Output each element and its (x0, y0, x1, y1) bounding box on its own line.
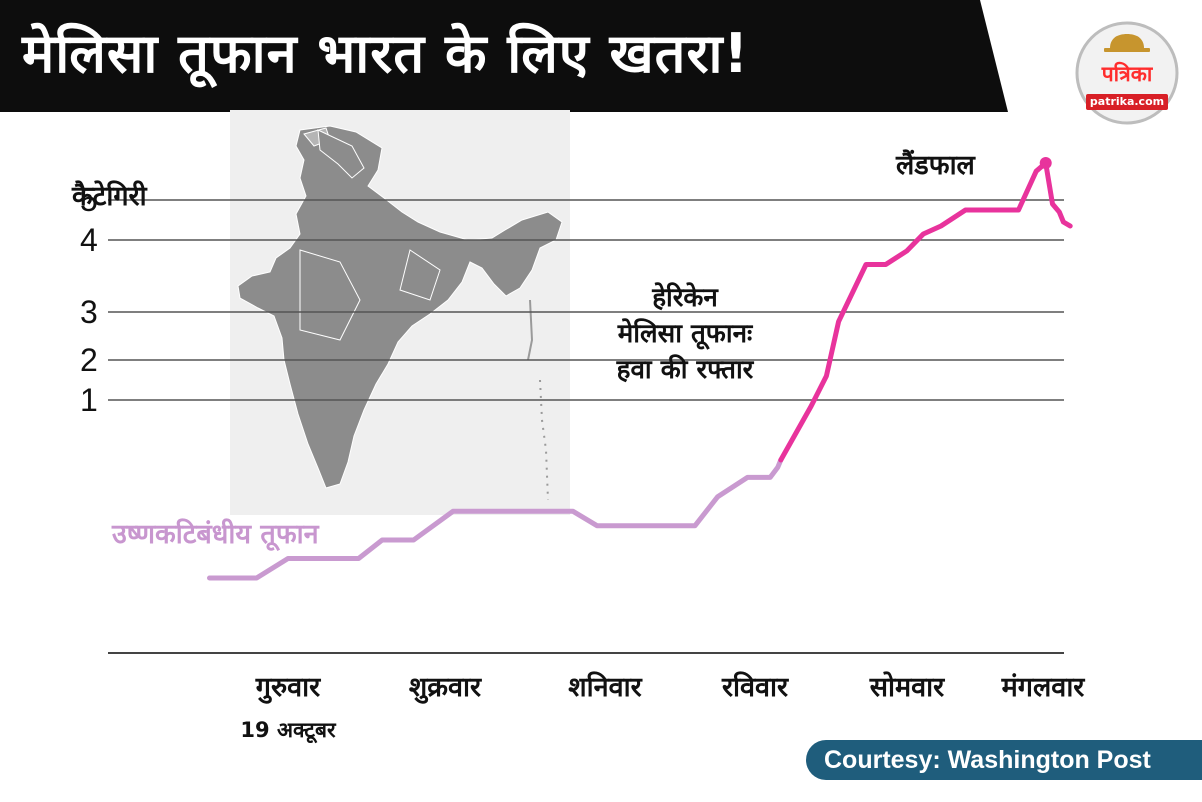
chart-title: हेरिकेन मेलिसा तूफानः हवा की रफ्तार (560, 280, 810, 388)
y-ticks: 1 2 3 4 5 (80, 182, 98, 418)
title-banner (0, 0, 1008, 112)
x-tick-label: शनिवार (568, 672, 642, 703)
y-tick-label: 4 (80, 222, 98, 258)
landfall-annotation: लैंडफाल (896, 150, 975, 181)
tropical-storm-annotation: उष्णकटिबंधीय तूफान (112, 519, 319, 550)
chart-title-line: मेलिसा तूफानः (617, 319, 753, 349)
x-tick-label: सोमवार (869, 672, 945, 703)
lion-emblem-icon (1104, 34, 1150, 52)
y-tick-label: 2 (80, 342, 98, 378)
y-tick-label: 5 (80, 182, 98, 218)
tropical-storm-line (207, 457, 784, 581)
x-date-note: 19 अक्टूबर (240, 718, 336, 742)
x-tick-label: शुक्रवार (408, 672, 482, 703)
series-lines (207, 157, 1073, 581)
x-tick-label: गुरुवार (255, 672, 321, 703)
chart-title-line: हवा की रफ्तार (616, 355, 754, 385)
y-tick-label: 1 (80, 382, 98, 418)
logo-domain: patrika.com (1086, 94, 1168, 110)
courtesy-badge: Courtesy: Washington Post (806, 740, 1202, 780)
gridlines (108, 199, 1064, 401)
logo-wordmark: पत्रिका (1101, 62, 1153, 86)
india-map-icon (237, 125, 563, 501)
y-axis-label: कैटेगिरी (72, 181, 147, 212)
landfall-marker (1039, 157, 1052, 169)
chart-title-line: हेरिकेन (652, 283, 718, 313)
x-tick-label: रविवार (721, 672, 789, 703)
hurricane-line (778, 160, 1073, 463)
x-tick-label: मंगलवार (1001, 672, 1085, 703)
y-tick-label: 3 (80, 294, 98, 330)
page-title: मेलिसा तूफान भारत के लिए खतरा! (22, 22, 750, 85)
